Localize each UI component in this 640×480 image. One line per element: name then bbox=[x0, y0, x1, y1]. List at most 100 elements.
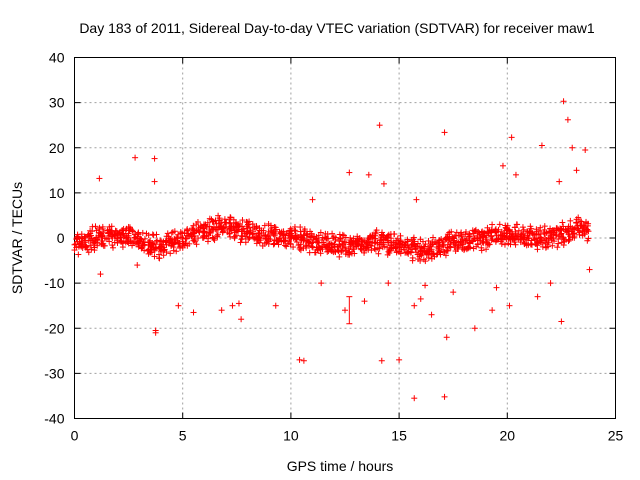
data-point bbox=[444, 231, 451, 238]
data-point bbox=[75, 251, 82, 258]
x-axis-label: GPS time / hours bbox=[287, 458, 394, 474]
data-point bbox=[204, 219, 211, 226]
data-point bbox=[505, 240, 512, 247]
data-point bbox=[515, 227, 522, 234]
data-point bbox=[437, 251, 444, 258]
data-point bbox=[430, 250, 437, 257]
data-point bbox=[309, 196, 316, 203]
data-point bbox=[492, 229, 499, 236]
data-point bbox=[168, 229, 175, 236]
data-point bbox=[306, 249, 313, 256]
data-point bbox=[218, 307, 225, 314]
data-point bbox=[151, 155, 158, 162]
data-point bbox=[544, 243, 551, 250]
data-point bbox=[586, 266, 593, 273]
data-point bbox=[238, 236, 245, 243]
data-point bbox=[443, 334, 450, 341]
data-point bbox=[105, 230, 112, 237]
data-point bbox=[452, 248, 459, 255]
data-point bbox=[216, 215, 223, 222]
data-point bbox=[141, 247, 148, 254]
data-point bbox=[180, 241, 187, 248]
data-point bbox=[567, 217, 574, 224]
data-point bbox=[132, 154, 139, 161]
data-point bbox=[488, 237, 495, 244]
x-tick-label: 15 bbox=[391, 428, 407, 444]
data-point bbox=[151, 253, 158, 260]
data-point bbox=[235, 220, 242, 227]
data-point bbox=[533, 235, 540, 242]
data-point bbox=[522, 240, 529, 247]
data-point bbox=[152, 327, 159, 334]
data-point bbox=[409, 246, 416, 253]
data-point bbox=[203, 233, 210, 240]
data-point bbox=[534, 242, 541, 249]
data-point bbox=[191, 236, 198, 243]
data-point bbox=[463, 237, 470, 244]
data-point bbox=[548, 235, 555, 242]
data-point bbox=[500, 232, 507, 239]
data-point bbox=[548, 228, 555, 235]
x-tick-labels: 0 5 10 15 20 25 bbox=[71, 428, 624, 444]
data-point bbox=[411, 302, 418, 309]
data-point bbox=[239, 233, 246, 240]
data-point bbox=[493, 284, 500, 291]
data-point bbox=[422, 282, 429, 289]
data-point bbox=[100, 229, 107, 236]
data-point bbox=[186, 240, 193, 247]
y-tick-label: 40 bbox=[49, 50, 65, 66]
data-point bbox=[439, 239, 446, 246]
data-point bbox=[474, 235, 481, 242]
data-point bbox=[140, 239, 147, 246]
data-point bbox=[126, 224, 133, 231]
data-point bbox=[419, 250, 426, 257]
data-point bbox=[177, 229, 184, 236]
data-point bbox=[450, 289, 457, 296]
data-point bbox=[441, 129, 448, 136]
data-point bbox=[108, 223, 115, 230]
y-tick-label: 30 bbox=[49, 95, 65, 111]
data-point bbox=[353, 240, 360, 247]
data-point bbox=[114, 239, 121, 246]
data-point bbox=[264, 238, 271, 245]
data-point bbox=[575, 227, 582, 234]
data-point bbox=[508, 134, 515, 141]
data-point bbox=[317, 229, 324, 236]
data-point bbox=[559, 234, 566, 241]
data-point bbox=[582, 147, 589, 154]
data-point bbox=[253, 240, 260, 247]
data-point bbox=[281, 237, 288, 244]
x-tick-label: 0 bbox=[71, 428, 79, 444]
data-point bbox=[120, 238, 127, 245]
data-point bbox=[375, 250, 382, 257]
data-point bbox=[238, 316, 245, 323]
data-point bbox=[242, 239, 249, 246]
data-point bbox=[541, 223, 548, 230]
data-point bbox=[560, 235, 567, 242]
data-point bbox=[518, 232, 525, 239]
data-point bbox=[134, 230, 141, 237]
data-point bbox=[466, 231, 473, 238]
data-point bbox=[255, 230, 262, 237]
data-point bbox=[104, 227, 111, 234]
data-point bbox=[422, 258, 429, 265]
data-point bbox=[261, 222, 268, 229]
data-point bbox=[169, 236, 176, 243]
data-point bbox=[148, 246, 155, 253]
data-point bbox=[418, 244, 425, 251]
data-point bbox=[214, 226, 221, 233]
y-tick-label: 0 bbox=[57, 230, 65, 246]
data-point bbox=[376, 122, 383, 129]
data-point bbox=[501, 241, 508, 248]
data-point bbox=[105, 235, 112, 242]
data-point bbox=[414, 243, 421, 250]
data-point bbox=[575, 214, 582, 221]
data-point bbox=[214, 232, 221, 239]
data-point bbox=[339, 245, 346, 252]
data-point bbox=[496, 221, 503, 228]
data-point bbox=[581, 230, 588, 237]
data-point bbox=[283, 243, 290, 250]
data-point bbox=[318, 280, 325, 287]
data-point bbox=[573, 167, 580, 174]
data-point bbox=[536, 237, 543, 244]
